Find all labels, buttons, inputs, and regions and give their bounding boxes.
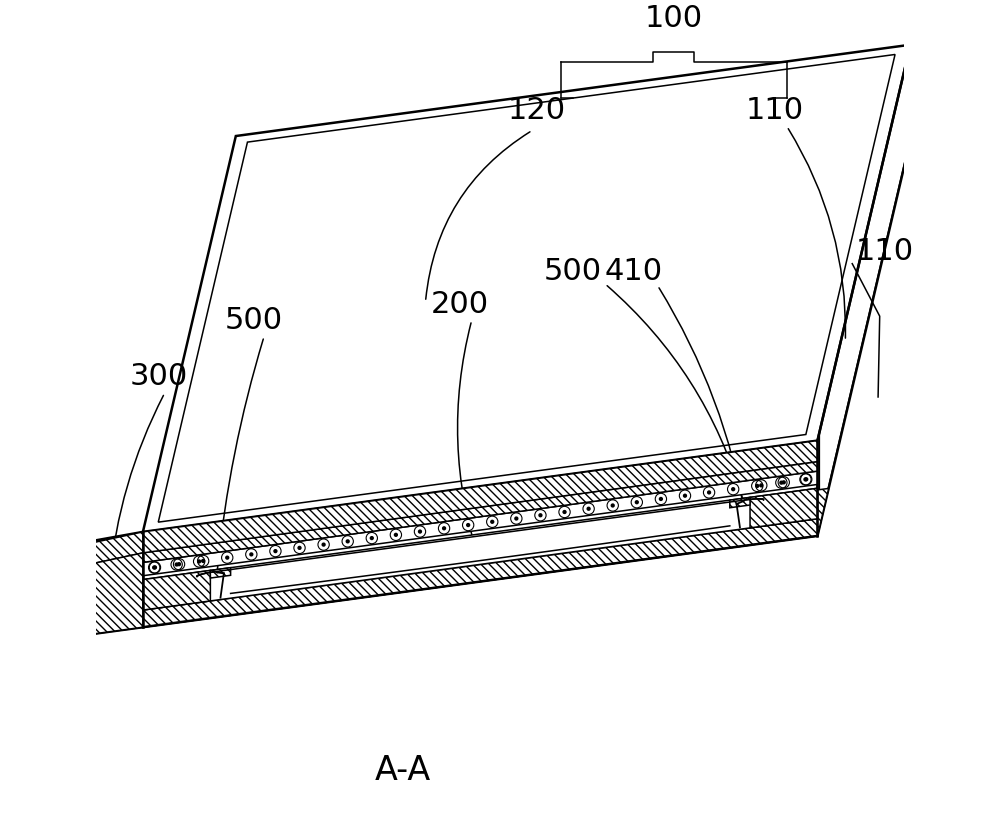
Polygon shape bbox=[48, 553, 143, 640]
Circle shape bbox=[201, 558, 205, 563]
Circle shape bbox=[370, 536, 374, 540]
Circle shape bbox=[249, 553, 253, 557]
Circle shape bbox=[466, 522, 470, 528]
Circle shape bbox=[586, 507, 591, 511]
Polygon shape bbox=[143, 461, 817, 563]
Circle shape bbox=[177, 562, 181, 566]
Circle shape bbox=[759, 483, 763, 487]
Polygon shape bbox=[143, 472, 817, 576]
Circle shape bbox=[197, 559, 201, 563]
Text: 500: 500 bbox=[225, 306, 283, 334]
Circle shape bbox=[804, 477, 808, 482]
Circle shape bbox=[707, 490, 711, 495]
Circle shape bbox=[490, 520, 494, 524]
Text: 110: 110 bbox=[855, 237, 914, 266]
Circle shape bbox=[418, 529, 422, 533]
Polygon shape bbox=[817, 45, 910, 536]
Circle shape bbox=[273, 549, 278, 553]
Text: 410: 410 bbox=[604, 257, 662, 286]
Polygon shape bbox=[143, 488, 829, 627]
Circle shape bbox=[803, 477, 808, 482]
Circle shape bbox=[635, 500, 639, 504]
Polygon shape bbox=[143, 519, 817, 627]
Circle shape bbox=[297, 546, 302, 550]
Circle shape bbox=[346, 539, 350, 543]
Circle shape bbox=[394, 533, 398, 537]
Text: 300: 300 bbox=[130, 362, 188, 391]
Circle shape bbox=[174, 563, 179, 567]
Polygon shape bbox=[143, 570, 210, 610]
Circle shape bbox=[782, 480, 786, 485]
Circle shape bbox=[755, 484, 759, 488]
Polygon shape bbox=[143, 45, 910, 532]
Circle shape bbox=[225, 555, 229, 560]
Circle shape bbox=[659, 497, 663, 501]
Polygon shape bbox=[143, 488, 817, 610]
Circle shape bbox=[538, 513, 543, 517]
Circle shape bbox=[562, 510, 567, 514]
Circle shape bbox=[683, 493, 687, 498]
Polygon shape bbox=[210, 568, 231, 578]
Circle shape bbox=[731, 487, 735, 492]
Circle shape bbox=[611, 503, 615, 507]
Polygon shape bbox=[750, 488, 817, 528]
Circle shape bbox=[779, 481, 784, 485]
Text: 110: 110 bbox=[746, 95, 804, 125]
Polygon shape bbox=[730, 497, 750, 507]
Circle shape bbox=[442, 526, 446, 531]
Polygon shape bbox=[35, 532, 143, 640]
Text: A-A: A-A bbox=[375, 754, 431, 787]
Text: 100: 100 bbox=[645, 4, 703, 33]
Circle shape bbox=[514, 517, 518, 521]
Circle shape bbox=[152, 565, 156, 569]
Polygon shape bbox=[48, 532, 143, 573]
Circle shape bbox=[321, 543, 326, 547]
Polygon shape bbox=[143, 441, 817, 553]
Text: 200: 200 bbox=[431, 289, 489, 319]
Circle shape bbox=[153, 565, 157, 569]
Text: 120: 120 bbox=[507, 95, 565, 125]
Text: 500: 500 bbox=[544, 257, 602, 286]
